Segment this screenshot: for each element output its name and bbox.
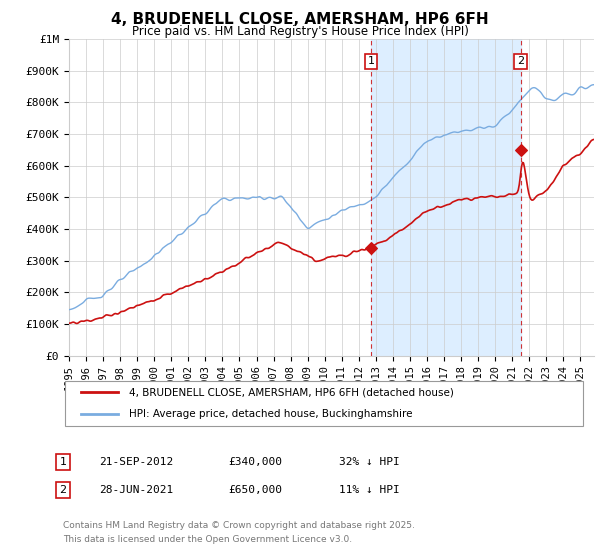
Text: This data is licensed under the Open Government Licence v3.0.: This data is licensed under the Open Gov… bbox=[63, 535, 352, 544]
Text: HPI: Average price, detached house, Buckinghamshire: HPI: Average price, detached house, Buck… bbox=[128, 409, 412, 419]
Text: Contains HM Land Registry data © Crown copyright and database right 2025.: Contains HM Land Registry data © Crown c… bbox=[63, 521, 415, 530]
Text: 32% ↓ HPI: 32% ↓ HPI bbox=[339, 457, 400, 467]
Text: 2: 2 bbox=[517, 57, 524, 66]
Text: 11% ↓ HPI: 11% ↓ HPI bbox=[339, 485, 400, 495]
Text: 1: 1 bbox=[59, 457, 67, 467]
Text: £340,000: £340,000 bbox=[228, 457, 282, 467]
Text: Price paid vs. HM Land Registry's House Price Index (HPI): Price paid vs. HM Land Registry's House … bbox=[131, 25, 469, 38]
Point bbox=[366, 244, 376, 253]
Text: 4, BRUDENELL CLOSE, AMERSHAM, HP6 6FH (detached house): 4, BRUDENELL CLOSE, AMERSHAM, HP6 6FH (d… bbox=[128, 387, 454, 397]
Bar bbox=[371, 39, 521, 356]
FancyBboxPatch shape bbox=[65, 381, 583, 426]
Text: £650,000: £650,000 bbox=[228, 485, 282, 495]
Text: 21-SEP-2012: 21-SEP-2012 bbox=[99, 457, 173, 467]
Text: 4, BRUDENELL CLOSE, AMERSHAM, HP6 6FH: 4, BRUDENELL CLOSE, AMERSHAM, HP6 6FH bbox=[111, 12, 489, 27]
Point bbox=[516, 146, 526, 155]
Text: 1: 1 bbox=[368, 57, 374, 66]
Text: 2: 2 bbox=[59, 485, 67, 495]
Text: 28-JUN-2021: 28-JUN-2021 bbox=[99, 485, 173, 495]
